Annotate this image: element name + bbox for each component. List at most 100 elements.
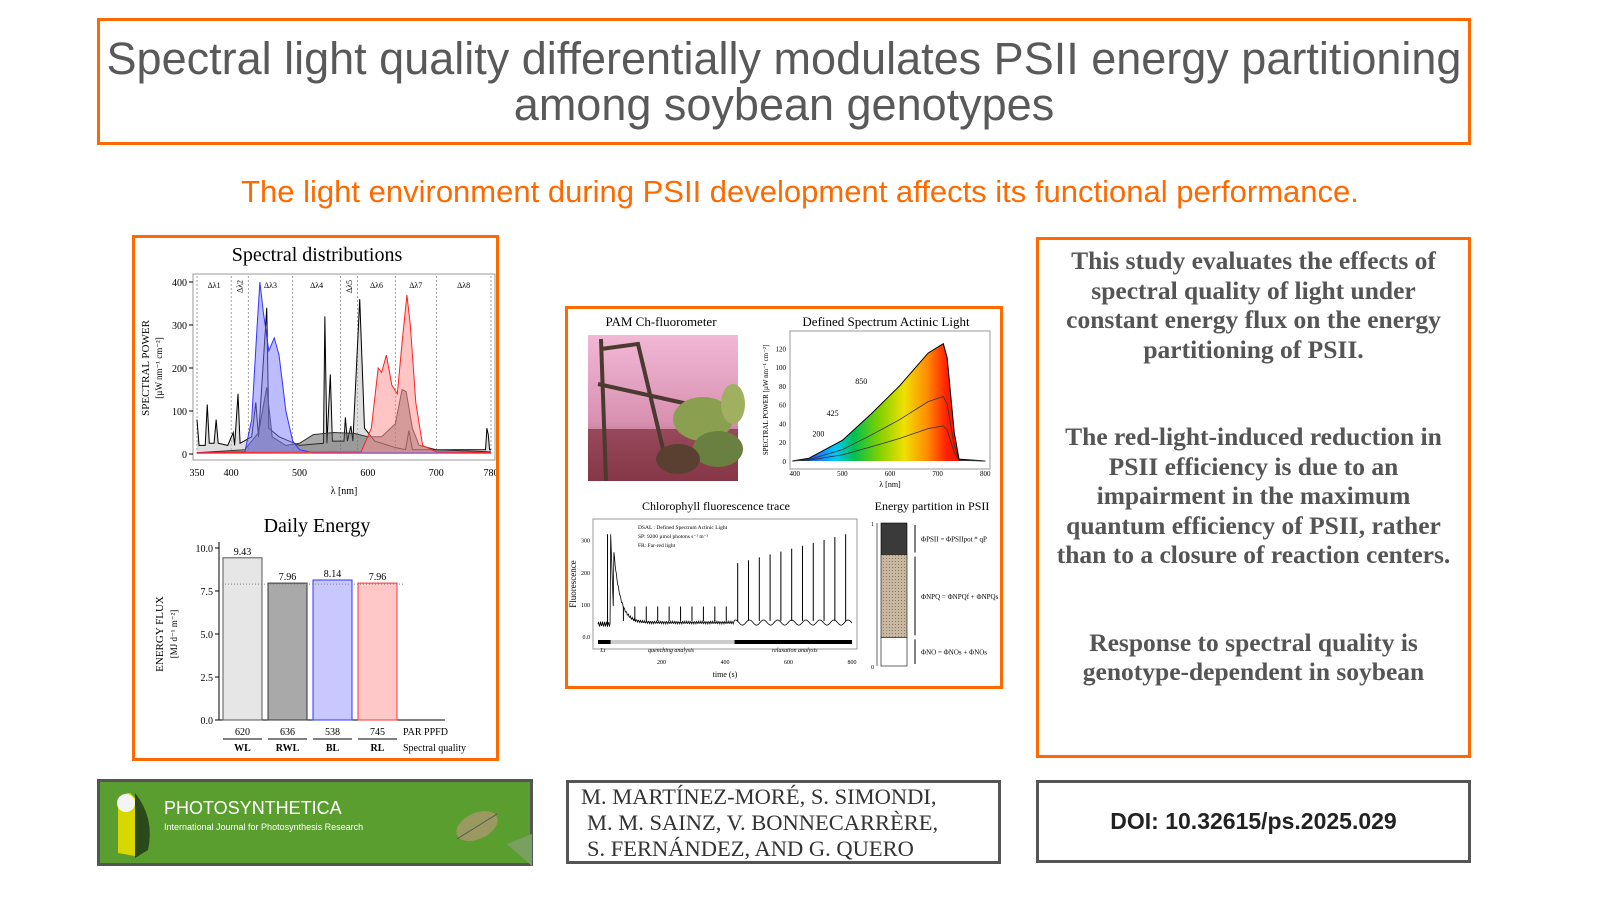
y-tick-label: 20 [779, 439, 787, 447]
bar-value-label: 7.96 [279, 572, 297, 583]
par-ppfd-value: 636 [280, 727, 295, 738]
x-tick-label: 700 [429, 468, 444, 479]
par-ppfd-value: 620 [235, 727, 250, 738]
y-axis-label: SPECTRAL POWER [µW nm⁻¹ cm⁻²] [762, 345, 770, 456]
legend-entry: SP: 9200 µmol photons s⁻¹ m⁻² [638, 534, 709, 540]
x-tick-label: 350 [190, 468, 205, 479]
fluorescence-trace-chart: Lt quenching analysis relaxation analysis D… [568, 518, 858, 679]
subtitle: The light environment during PSII develo… [241, 174, 1359, 209]
phase-bar-relaxation [734, 640, 852, 644]
bar-RWL [267, 582, 308, 721]
y-tick-label: 120 [776, 345, 787, 353]
band-label: Δλ8 [457, 281, 470, 290]
actinic-spectrum-chart: 850 425 200 0 20 40 60 80 100 120 400 500 600 700 800 λ… [762, 330, 991, 489]
partition-title: Energy partition in PSII [875, 499, 990, 513]
band-label: Δλ4 [310, 281, 323, 290]
series-line-WL [196, 299, 491, 451]
spectrum-fill [792, 343, 986, 461]
x-tick-label: 600 [784, 660, 793, 666]
x-tick-label: 800 [848, 660, 857, 666]
x-tick-label: 200 [657, 660, 666, 666]
spectral-title: Spectral distributions [232, 244, 403, 266]
x-tick-label: 500 [292, 468, 307, 479]
authors-box: M. MARTÍNEZ-MORÉ, S. SIMONDI, M. M. SAIN… [566, 780, 1001, 864]
authors-line-3: S. FERNÁNDEZ, AND G. QUERO [587, 836, 914, 861]
y-tick-label: 300 [172, 321, 187, 332]
left-charts: Spectral distributions Δλ1 Δλ2 Δλ3 Δλ4 Δλ5 Δλ… [140, 244, 499, 754]
decorative-leaf-icon [456, 810, 532, 866]
y-tick-label: 0.0 [201, 716, 214, 727]
bar-value-label: 7.96 [369, 572, 387, 583]
partition-label: ΦPSII = ΦPSIIpot * qP [921, 536, 987, 544]
y-tick-label: 40 [779, 420, 787, 428]
spectral-chart: Δλ1 Δλ2 Δλ3 Δλ4 Δλ5 Δλ6 Δλ7 Δλ8 0 100 200 300 400 350… [140, 273, 499, 497]
band-label: Δλ3 [264, 281, 277, 290]
right-panel: This study evaluates the effects of spec… [1036, 237, 1471, 758]
doi-box[interactable]: DOI: 10.32615/ps.2025.029 [1036, 780, 1471, 863]
photo-title: PAM Ch-fluorometer [605, 314, 717, 329]
legend-entry: FR: Far-red light [638, 543, 676, 549]
phase-label: quenching analysis [648, 648, 695, 654]
journal-name: PHOTOSYNTHETICA [164, 798, 342, 818]
spectrum-level-line [792, 395, 986, 462]
authors-line-2: M. M. SAINZ, V. BONNECARRÈRE, [587, 810, 939, 835]
mid-figures: PAM Ch-fluorometer Defined Spectrum Acti… [568, 314, 999, 679]
legend-entry: DSAL : Defined Spectrum Actinic Light [638, 524, 728, 531]
curve-label: 850 [855, 377, 867, 386]
series-area-RL [197, 294, 491, 454]
par-ppfd-value: 538 [325, 727, 340, 738]
spectrum-level-line [792, 425, 986, 462]
partition-segment [880, 554, 908, 638]
energy-partition-chart: 1 0 ΦPSII = ΦPSIIpot * qP ΦNPQ = ΦNPQf + ΦN… [871, 522, 999, 671]
curve-label: 425 [827, 409, 839, 418]
plot-frame [789, 330, 991, 470]
x-tick-label: 700 [932, 470, 943, 478]
y-tick-label: 60 [779, 402, 787, 410]
x-tick-label: 780 [484, 468, 497, 479]
category-label: RL [371, 743, 385, 754]
plot-frame [592, 518, 858, 650]
energy-title: Daily Energy [264, 515, 371, 537]
category-label: WL [234, 743, 251, 754]
journal-banner[interactable]: PHOTOSYNTHETICA International Journal fo… [97, 779, 533, 866]
plot-frame [192, 273, 496, 461]
y-tick-label: 300 [581, 539, 590, 545]
x-axis-label: time (s) [713, 670, 738, 679]
x-tick-label: 400 [721, 660, 730, 666]
band-label: Δλ2 [236, 280, 245, 293]
y-axis-label: Fluorescence [568, 560, 578, 607]
y-axis-label: ENERGY FLUX [154, 596, 166, 672]
phase-label: relaxation analysis [772, 648, 818, 654]
phase-label: Lt [599, 648, 605, 654]
energy-bar-chart: 0.0 2.5 5.0 7.5 10.0 9.43 620 WL 7.96 636 RWL 8.14 5… [154, 542, 466, 754]
series-area-BL [197, 282, 491, 454]
mid-panel: PAM Ch-fluorometer Defined Spectrum Acti… [565, 306, 1003, 689]
y-tick-label: 5.0 [201, 630, 214, 641]
finding-2: The red-light-induced reduction in PSII … [1056, 422, 1451, 569]
bar-BL [312, 579, 353, 721]
curve-label: 200 [812, 430, 824, 439]
x-tick-label: 600 [885, 470, 896, 478]
x-axis-label: λ [nm] [331, 486, 358, 497]
fluorometer-photo [588, 335, 745, 482]
y-tick-label: 100 [776, 364, 787, 372]
band-label: Δλ7 [409, 281, 422, 290]
bar-value-label: 9.43 [234, 547, 252, 558]
band-label: Δλ1 [208, 281, 221, 290]
partition-segment [880, 522, 908, 555]
y-axis-units: [MJ d⁻¹ m⁻²] [169, 610, 179, 658]
category-label: BL [326, 743, 340, 754]
y-axis-label: SPECTRAL POWER [140, 319, 152, 416]
leaf-logo-icon [117, 793, 150, 858]
finding-1: This study evaluates the effects of spec… [1066, 246, 1441, 364]
series-line-RL [196, 294, 492, 454]
y-tick-label: 0.0 [583, 635, 591, 641]
poster-title: Spectral light quality differentially mo… [106, 32, 1462, 130]
partition-segment [880, 637, 908, 667]
category-axis-label: Spectral quality [403, 743, 466, 754]
y-tick-label: 100 [581, 603, 590, 609]
doi-link[interactable]: DOI: 10.32615/ps.2025.029 [1110, 808, 1397, 834]
series-area-WL [197, 299, 491, 454]
y-tick-label: 80 [779, 383, 787, 391]
bar-RL [357, 582, 398, 721]
